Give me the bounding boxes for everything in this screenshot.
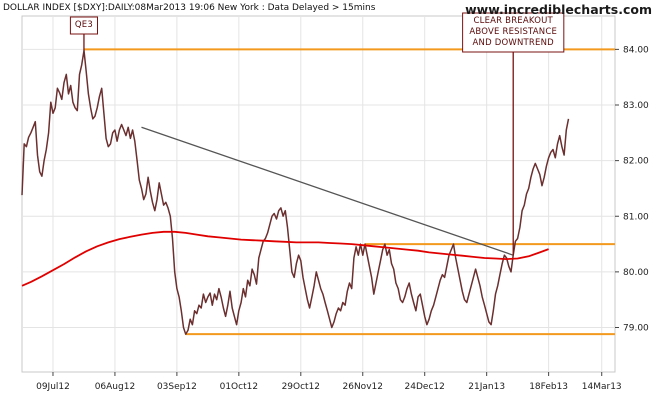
chart-header-title: DOLLAR INDEX [$DXY]:DAILY:08Mar2013 19:0… — [3, 3, 376, 13]
annotation-box-qe3 — [69, 16, 99, 35]
annotation-text: AND DOWNTREND — [473, 38, 555, 48]
y-axis-ticks: 84.00 83.00 82.00 81.00 80.00 79.00 — [615, 45, 649, 334]
x-tick-label: 01Oct12 — [220, 382, 258, 392]
brand-watermark: www.incrediblecharts.com — [465, 2, 652, 17]
downtrend-line — [141, 126, 514, 256]
x-axis-ticks: 09Jul12 06Aug12 03Sep12 01Oct12 29Oct12 26Nov… — [36, 372, 622, 392]
y-tick-label: 83.00 — [623, 101, 649, 111]
support-resistance-lines — [83, 48, 615, 336]
x-tick-label: 26Nov12 — [343, 382, 383, 392]
annotation-text: QE3 — [75, 20, 93, 30]
series-lines — [21, 49, 570, 335]
y-tick-label: 79.00 — [623, 324, 649, 334]
x-tick-label: 29Oct12 — [282, 382, 320, 392]
x-tick-label: 24Dec12 — [405, 382, 445, 392]
moving-average-line — [21, 230, 549, 287]
y-tick-label: 84.00 — [623, 45, 649, 55]
y-tick-label: 81.00 — [623, 212, 649, 222]
x-tick-label: 21Jan13 — [468, 382, 505, 392]
x-tick-label: 03Sep12 — [157, 382, 197, 392]
x-tick-label: 18Feb13 — [529, 382, 568, 392]
x-tick-label: 14Mar13 — [582, 382, 622, 392]
y-tick-label: 80.00 — [623, 268, 649, 278]
downtrend-line-group — [141, 126, 514, 256]
annotation-text: ABOVE RESISTANCE — [469, 27, 557, 37]
price-line — [21, 49, 570, 335]
x-tick-label: 06Aug12 — [95, 382, 135, 392]
annotation-text: CLEAR BREAKOUT — [474, 16, 554, 26]
chart-header: DOLLAR INDEX [$DXY]:DAILY:08Mar2013 19:0… — [3, 3, 376, 13]
annotation-box-breakout — [462, 12, 565, 53]
x-tick-label: 09Jul12 — [36, 382, 70, 392]
y-tick-label: 82.00 — [623, 157, 649, 167]
